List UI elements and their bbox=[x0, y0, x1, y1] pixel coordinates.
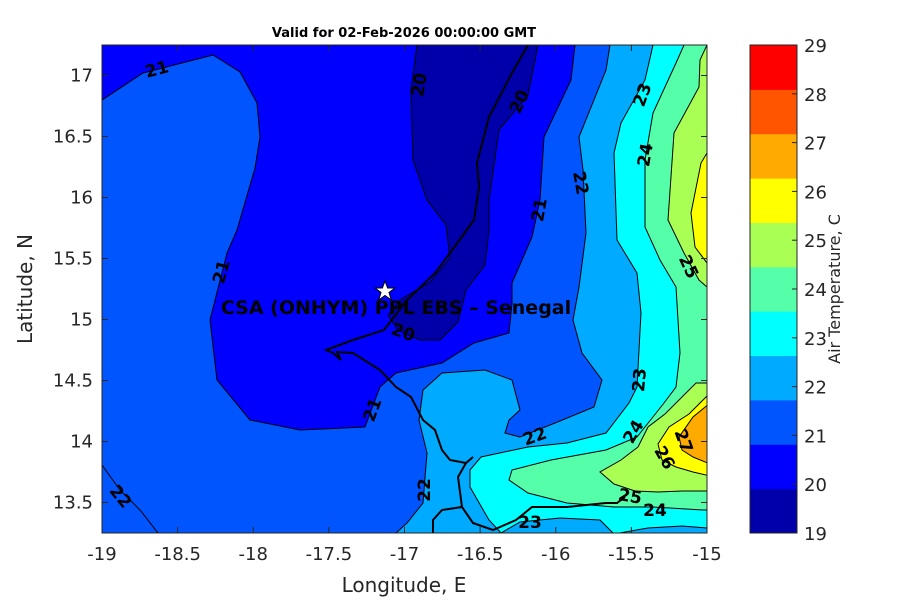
coastline bbox=[323, 45, 529, 465]
band-22-23-bl bbox=[102, 464, 159, 533]
colorbar-band bbox=[750, 488, 797, 534]
star-icon bbox=[373, 279, 397, 302]
coastline-delta bbox=[456, 462, 626, 532]
x-tick-label: -18 bbox=[239, 544, 268, 565]
coastline-delta-2 bbox=[432, 506, 463, 533]
colorbar-band bbox=[750, 45, 797, 90]
colorbar-ticks: 19 20 21 22 23 24 25 26 27 28 29 bbox=[792, 36, 827, 545]
y-tick-label: 15.5 bbox=[53, 249, 93, 270]
colorbar-tick-label: 19 bbox=[804, 524, 827, 545]
contour-label: 22 bbox=[568, 170, 592, 197]
colorbar-tick-label: 23 bbox=[804, 329, 827, 350]
contour-label: 24 bbox=[634, 141, 658, 168]
colorbar-label: Air Temperature, C bbox=[825, 214, 844, 364]
x-axis-ticks: -19 -18.5 -18 -17.5 -17 -16.5 -16 -15.5 -15 bbox=[87, 45, 722, 565]
colorbar-tick-label: 24 bbox=[804, 280, 827, 301]
x-tick-label: -18.5 bbox=[154, 544, 201, 565]
colorbar-band bbox=[750, 178, 797, 223]
x-tick-label: -17 bbox=[390, 544, 419, 565]
colorbar-tick-label: 27 bbox=[804, 134, 827, 155]
band-19-20 bbox=[387, 45, 539, 341]
colorbar-tick-label: 29 bbox=[804, 36, 827, 57]
y-axis-label: Latitude, N bbox=[13, 234, 37, 344]
colorbar-band bbox=[750, 311, 797, 357]
x-tick-label: -16.5 bbox=[457, 544, 504, 565]
y-tick-label: 15 bbox=[70, 310, 93, 331]
x-tick-label: -19 bbox=[87, 544, 116, 565]
colorbar-tick-label: 20 bbox=[804, 475, 827, 496]
contour-label: 24 bbox=[643, 501, 667, 521]
contour-label: 22 bbox=[415, 478, 435, 502]
y-tick-label: 17 bbox=[70, 66, 93, 87]
y-axis-ticks: 17 16.5 16 15.5 15 14.5 14 13.5 bbox=[53, 66, 707, 514]
x-tick-label: -17.5 bbox=[306, 544, 353, 565]
x-axis-label: Longitude, E bbox=[342, 573, 467, 597]
band-22-23-bottom bbox=[616, 525, 707, 533]
y-tick-label: 16 bbox=[70, 188, 93, 209]
colorbar-band bbox=[750, 222, 797, 268]
plot-title: Valid for 02-Feb-2026 00:00:00 GMT bbox=[272, 26, 536, 41]
colorbar-band bbox=[750, 133, 797, 179]
colorbar-band bbox=[750, 89, 797, 135]
x-tick-label: -15.5 bbox=[608, 544, 655, 565]
colorbar-band bbox=[750, 444, 797, 490]
band-26-27-top bbox=[690, 152, 707, 264]
x-tick-label: -15 bbox=[692, 544, 721, 565]
y-tick-label: 14.5 bbox=[53, 371, 93, 392]
colorbar-tick-label: 22 bbox=[804, 378, 827, 399]
colorbar-tick-label: 28 bbox=[804, 85, 827, 106]
colorbar-band bbox=[750, 399, 797, 445]
contour-label: 20 bbox=[408, 71, 432, 98]
colorbar-tick-label: 21 bbox=[804, 426, 827, 447]
colorbar-band bbox=[750, 355, 797, 401]
y-tick-label: 16.5 bbox=[53, 127, 93, 148]
colorbar-tick-label: 25 bbox=[804, 231, 827, 252]
y-tick-label: 14 bbox=[70, 432, 93, 453]
colorbar-tick-label: 26 bbox=[804, 182, 827, 203]
colorbar bbox=[750, 45, 797, 534]
contour-label: 21 bbox=[528, 197, 552, 224]
contour-label: 23 bbox=[518, 513, 542, 533]
contour-label: 23 bbox=[629, 367, 651, 392]
y-tick-label: 13.5 bbox=[53, 493, 93, 514]
band-27-28 bbox=[678, 404, 707, 464]
station-label: CSA (ONHYM) PPL EBS – Senegal bbox=[221, 297, 571, 319]
band-24-25 bbox=[508, 45, 707, 511]
contour-label: 25 bbox=[617, 485, 644, 509]
x-tick-label: -16 bbox=[541, 544, 570, 565]
colorbar-band bbox=[750, 266, 797, 312]
